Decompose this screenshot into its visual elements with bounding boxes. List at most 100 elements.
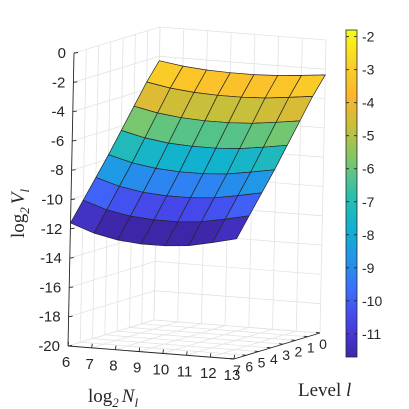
y-axis-title-word: Level [298,380,346,401]
x-axis-line [67,345,235,360]
back-wall-grid-line [159,55,326,70]
x-tick-mark [138,347,141,352]
colorbar-tick-label: -4 [362,95,375,111]
y-tick-label: 4 [270,351,278,367]
x-tick-label: 9 [133,360,141,377]
z-tick-label: -18 [39,309,61,326]
z-tick-label: -4 [51,104,64,121]
x-tick-label: 8 [109,358,117,375]
x-tick-mark [114,345,117,350]
y-axis-title: Level l [298,380,351,401]
z-tick-mark [71,169,76,171]
floor-grid-line [139,325,226,352]
y-tick-mark [266,346,271,349]
z-tick-label: -16 [40,279,62,296]
colorbar-tick-label: -3 [362,62,375,78]
z-axis-title: log2 Vl [8,189,32,238]
x-tick-label: 7 [86,356,94,373]
x-tick-label: 6 [62,354,70,371]
floor-grid-line [80,341,247,356]
x-tick-label: 11 [177,363,193,380]
z-tick-label: -14 [40,250,62,267]
floor-grid-line [141,323,308,338]
back-wall-grid-line [68,290,155,318]
floor-grid-line [129,327,296,341]
x-tick-mark [209,353,212,358]
back-wall-grid-line [73,55,160,83]
y-tick-label: 3 [282,347,290,363]
y-tick-mark [242,354,247,356]
surface-face [212,215,250,243]
y-tick-mark [279,343,284,345]
x-axis-title-var-sub: l [134,395,138,409]
floor-grid-line [92,338,259,352]
z-axis-title-base-sub: 2 [17,207,32,214]
colorbar-tick-label: -8 [362,227,375,243]
x-axis-title-base: log [88,386,113,407]
y-tick-mark [229,358,235,360]
y-tick-label: 0 [319,336,327,352]
floor-grid-line [117,330,284,345]
x-tick-label: 12 [200,365,217,382]
z-axis-title-var: V [8,190,29,204]
floor-grid-line [210,330,297,358]
x-tick-mark [162,349,164,354]
colorbar-tick-label: -9 [362,260,375,276]
colorbar-tick-label: -10 [362,293,382,309]
z-tick-mark [72,139,77,142]
z-tick-mark [67,345,73,347]
colorbar-bar [345,29,358,358]
z-tick-mark [72,110,77,113]
x-axis-title-base-sub: 2 [112,395,119,409]
z-tick-mark [69,286,74,288]
floor-grid-line [115,323,202,351]
y-axis-line [233,332,321,360]
back-wall-grid-line [79,49,87,343]
z-tick-mark [73,81,78,83]
x-tick-mark [67,341,70,347]
back-wall-grid-line [73,26,161,54]
z-tick-label: -8 [50,162,63,179]
y-tick-label: 2 [295,343,303,359]
colorbar-tick-label: -7 [362,194,375,210]
z-tick-labels: 0 -2 -4 -6 -8 -10 -12 -14 -16 -18 -20 [38,45,79,355]
colorbar: -2 -3 -4 -5 -6 -7 -8 -9 -10 -11 [345,29,382,358]
back-wall-grid-line [154,290,321,305]
back-wall-grid-line [69,261,156,288]
x-axis-title: log2 Nl [88,386,138,409]
y-tick-label: 6 [245,358,253,374]
y-tick-label: 1 [307,340,315,356]
x-tick-label: 13 [224,367,241,384]
back-wall-grid-line [155,261,322,275]
z-tick-mark [70,198,76,200]
back-wall-grid-line [319,39,327,334]
x-tick-mark [233,354,236,360]
x-tick-labels: 6 7 8 9 10 11 12 13 [62,341,241,384]
floor-grid-line [91,321,178,349]
z-tick-mark [73,52,79,54]
floor-grid-line [162,327,249,354]
floor-grid-line [67,319,155,347]
x-tick-label: 10 [153,361,170,378]
z-tick-mark [70,227,75,230]
colorbar-tick-label: -2 [362,29,375,45]
z-axis-title-base: log [8,213,29,238]
x-axis-title-var: N [121,386,136,407]
y-tick-mark [254,350,259,353]
x-tick-mark [91,343,93,348]
y-tick-mark [315,332,321,334]
surface-mesh [70,60,326,247]
floor-grid-line [186,328,273,356]
z-tick-label: 0 [58,45,66,62]
z-tick-label: -6 [51,133,64,150]
z-tick-label: -20 [38,338,60,355]
z-tick-mark [69,257,74,259]
x-tick-mark [186,351,188,356]
y-tick-label: 5 [258,355,266,371]
y-axis-title-var: l [346,380,351,401]
z-tick-label: -2 [52,74,65,91]
floor-grid-line [104,334,271,349]
floor-grid-line [153,319,321,334]
